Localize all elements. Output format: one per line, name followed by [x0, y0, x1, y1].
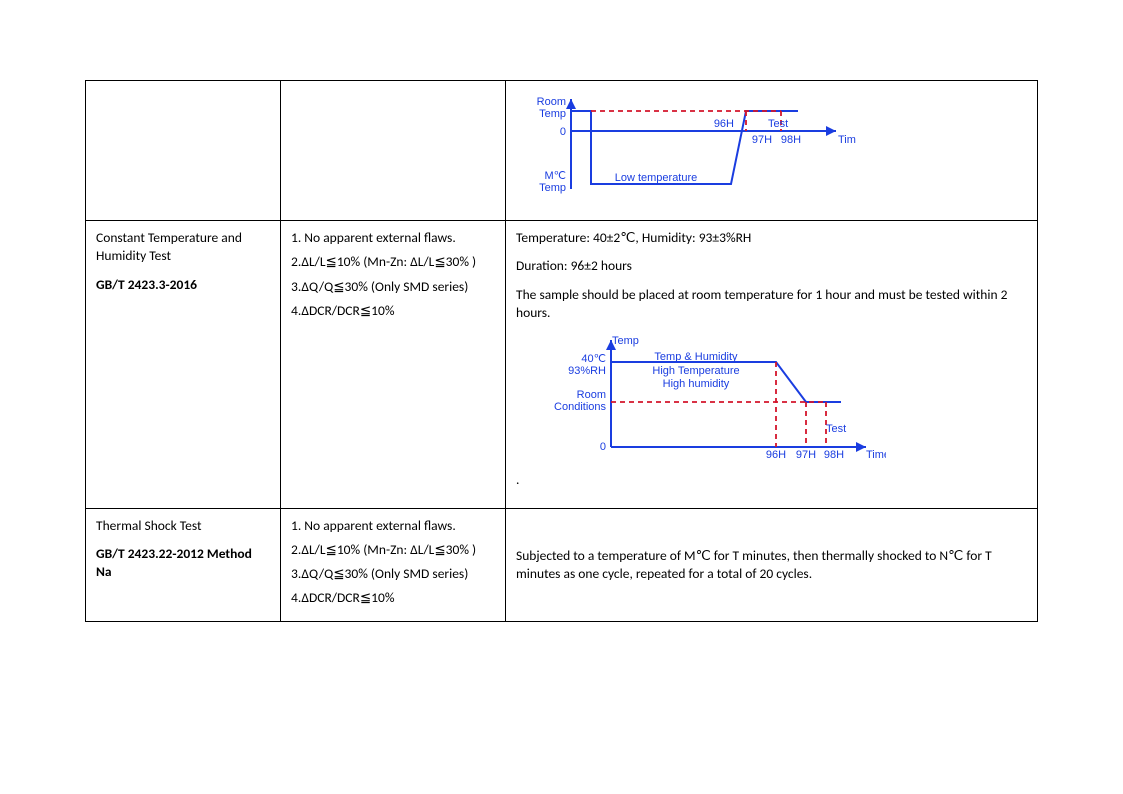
- ylabel: M℃: [544, 170, 566, 182]
- cell-test-name: Thermal Shock Test GB/T 2423.22-2012 Met…: [86, 508, 281, 622]
- test-name: Constant Temperature and Humidity Test: [96, 229, 270, 265]
- desc-line: The sample should be placed at room temp…: [516, 286, 1027, 322]
- criteria-line: 2.ΔL/L≦10% (Mn-Zn: ΔL/L≦30% ): [291, 253, 495, 271]
- page: Room Temp 0 M℃ Temp Low temperature 96H …: [0, 0, 1123, 622]
- ylabel: 0: [600, 441, 606, 453]
- mark: 97H: [752, 134, 772, 146]
- trailing-dot: .: [516, 471, 1027, 489]
- cell-test-name: [86, 81, 281, 221]
- annot: Temp & Humidity: [654, 351, 738, 363]
- desc-line: Duration: 96±2 hours: [516, 257, 1027, 275]
- humidity-test-diagram: Temp 40℃ 93%RH Room Conditions 0 Temp & …: [546, 332, 886, 462]
- ylabel: 0: [560, 126, 566, 138]
- desc-line: Temperature: 40±2℃, Humidity: 93±3%RH: [516, 229, 1027, 247]
- mark: 98H: [824, 449, 844, 461]
- criteria-line: 3.ΔQ/Q≦30% (Only SMD series): [291, 565, 495, 583]
- test-label: Test: [768, 118, 788, 130]
- ylabel: Room: [537, 96, 566, 108]
- cell-criteria: 1. No apparent external flaws. 2.ΔL/L≦10…: [281, 508, 506, 622]
- annot: Low temperature: [615, 172, 698, 184]
- criteria-line: 1. No apparent external flaws.: [291, 229, 495, 247]
- ylabel: Room: [577, 389, 606, 401]
- test-label: Test: [826, 423, 846, 435]
- cell-description: Temperature: 40±2℃, Humidity: 93±3%RH Du…: [506, 221, 1038, 508]
- criteria-line: 2.ΔL/L≦10% (Mn-Zn: ΔL/L≦30% ): [291, 541, 495, 559]
- test-standard: GB/T 2423.3-2016: [96, 276, 270, 294]
- mark: 96H: [766, 449, 786, 461]
- cell-criteria: 1. No apparent external flaws. 2.ΔL/L≦10…: [281, 221, 506, 508]
- ylabel: 40℃: [581, 353, 606, 365]
- xlabel: Time: [838, 134, 856, 146]
- mark: 97H: [796, 449, 816, 461]
- criteria-line: 4.ΔDCR/DCR≦10%: [291, 302, 495, 320]
- table-row: Constant Temperature and Humidity Test G…: [86, 221, 1038, 508]
- mark: 98H: [781, 134, 801, 146]
- desc-line: Subjected to a temperature of M℃ for T m…: [516, 547, 1027, 583]
- annot: High Temperature: [652, 365, 739, 377]
- test-standard: GB/T 2423.22-2012 Method Na: [96, 545, 270, 581]
- table-row: Thermal Shock Test GB/T 2423.22-2012 Met…: [86, 508, 1038, 622]
- y-title: Temp: [612, 335, 639, 347]
- annot: High humidity: [663, 378, 730, 390]
- test-name: Thermal Shock Test: [96, 517, 270, 535]
- cell-test-name: Constant Temperature and Humidity Test G…: [86, 221, 281, 508]
- xlabel: Time: [866, 449, 886, 461]
- cell-description: Subjected to a temperature of M℃ for T m…: [506, 508, 1038, 622]
- humidity-diagram-wrap: Temp 40℃ 93%RH Room Conditions 0 Temp & …: [516, 332, 1027, 467]
- cold-test-diagram: Room Temp 0 M℃ Temp Low temperature 96H …: [516, 89, 856, 207]
- spec-table: Room Temp 0 M℃ Temp Low temperature 96H …: [85, 80, 1038, 622]
- mark: 96H: [714, 118, 734, 130]
- ylabel: Conditions: [554, 401, 606, 413]
- criteria-line: 4.ΔDCR/DCR≦10%: [291, 589, 495, 607]
- criteria-line: 1. No apparent external flaws.: [291, 517, 495, 535]
- cell-criteria: [281, 81, 506, 221]
- table-row: Room Temp 0 M℃ Temp Low temperature 96H …: [86, 81, 1038, 221]
- cell-description: Room Temp 0 M℃ Temp Low temperature 96H …: [506, 81, 1038, 221]
- ylabel: Temp: [539, 182, 566, 194]
- criteria-line: 3.ΔQ/Q≦30% (Only SMD series): [291, 278, 495, 296]
- ylabel: Temp: [539, 108, 566, 120]
- ylabel: 93%RH: [568, 365, 606, 377]
